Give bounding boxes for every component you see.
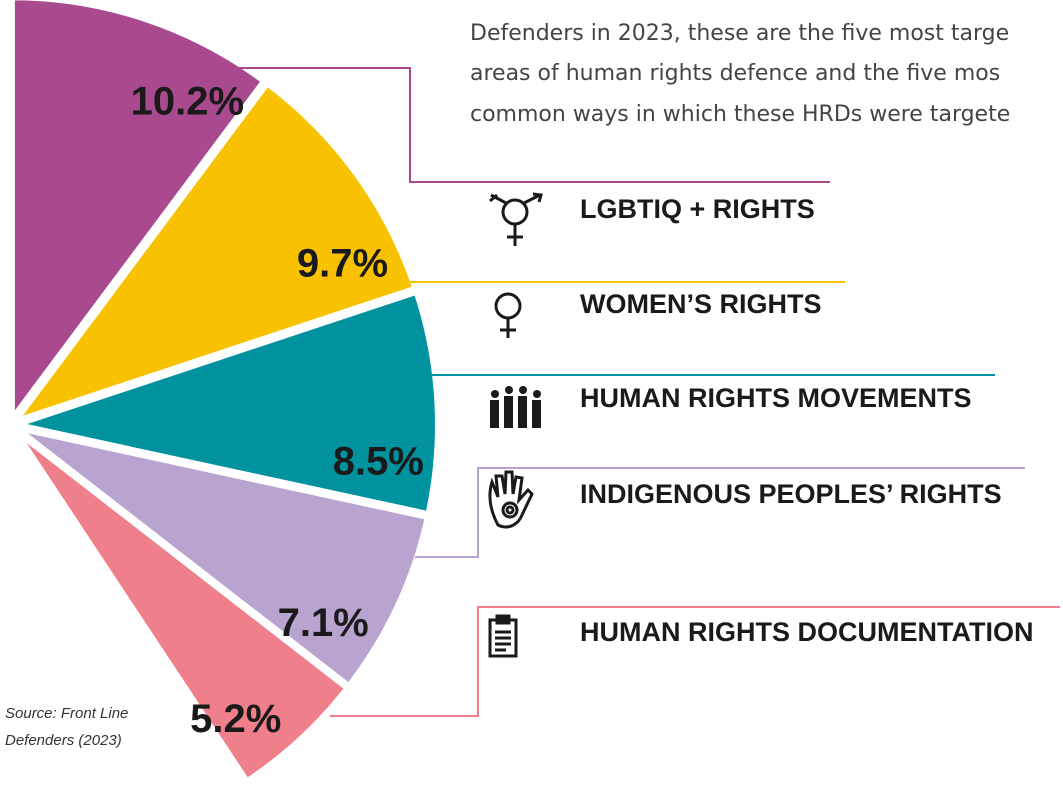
connector-line (330, 606, 1060, 717)
value-label: 9.7% (297, 242, 388, 286)
source: Defenders (2023) (5, 732, 122, 749)
intro-line: common ways in which these HRDs were tar… (470, 102, 1010, 127)
intro-line: areas of human rights defence and the fi… (470, 61, 1000, 86)
value-label: 7.1% (278, 601, 369, 645)
legend-label: INDIGENOUS PEOPLES’ RIGHTS (580, 479, 1002, 509)
legend-label: HUMAN RIGHTS DOCUMENTATION (580, 617, 1033, 647)
pie-slice (4, 287, 441, 518)
value-label: 5.2% (190, 697, 281, 741)
intro-text: Defenders in 2023, these are the five mo… (470, 21, 1010, 127)
transgender-icon (489, 192, 543, 246)
female-icon (494, 292, 522, 338)
pie-slice (11, 427, 352, 786)
source: Source: Front Line (5, 705, 128, 722)
legend-label: WOMEN’S RIGHTS (580, 289, 822, 319)
value-label: 8.5% (333, 440, 424, 484)
people-icon (490, 386, 541, 428)
clipboard-icon (488, 614, 518, 658)
connector-line (415, 467, 1025, 558)
hand-icon (488, 470, 534, 529)
icons (488, 192, 543, 658)
intro-line: Defenders in 2023, these are the five mo… (470, 21, 1009, 46)
connector-line (215, 67, 830, 183)
legend-label: HUMAN RIGHTS MOVEMENTS (580, 383, 972, 413)
pie-slice (6, 79, 420, 428)
pie-slice (13, 424, 432, 691)
value-label: 10.2% (131, 79, 244, 123)
legend-label: LGBTIQ + RIGHTS (580, 194, 815, 224)
